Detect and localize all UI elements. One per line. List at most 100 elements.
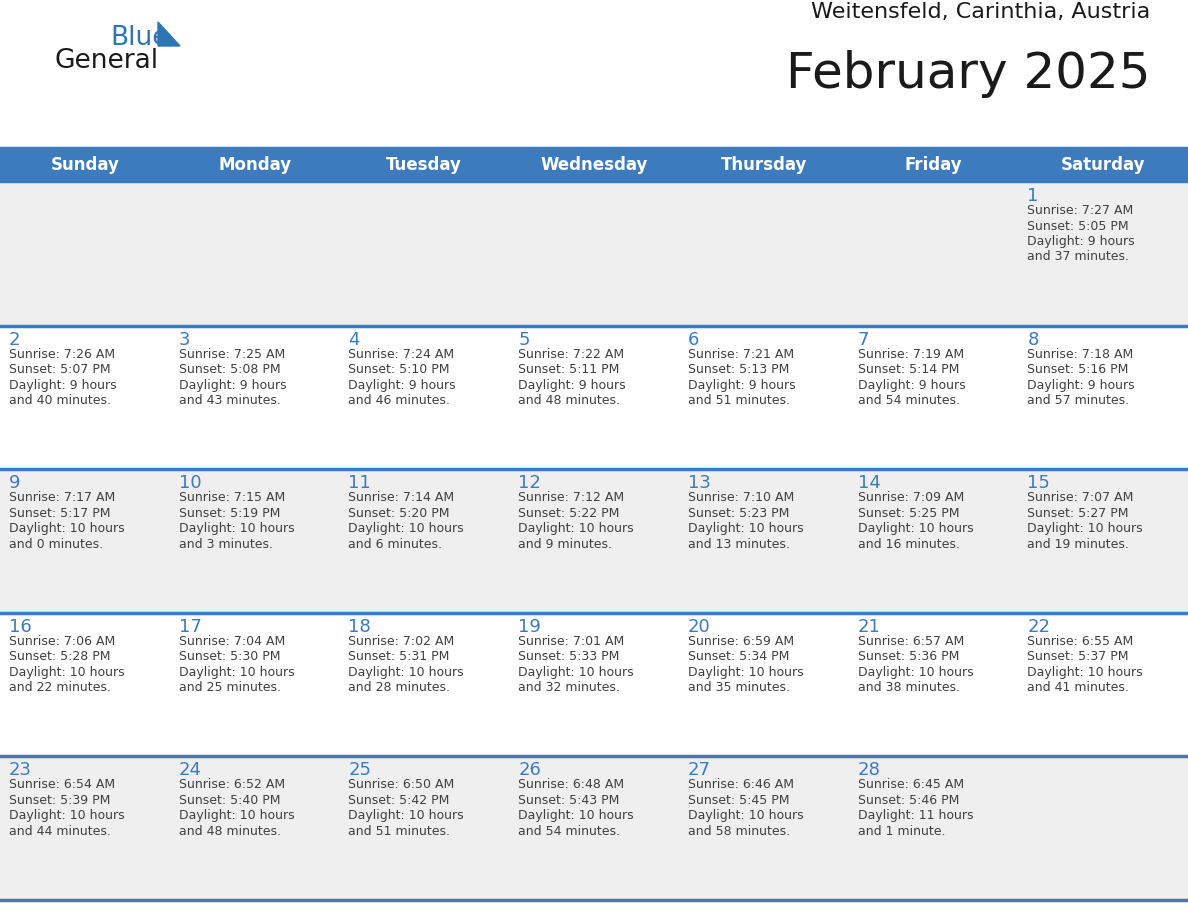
Text: and 0 minutes.: and 0 minutes.	[10, 538, 103, 551]
Text: General: General	[55, 48, 159, 74]
Text: Daylight: 10 hours: Daylight: 10 hours	[178, 522, 295, 535]
Bar	[678, 182, 848, 326]
Text: and 44 minutes.: and 44 minutes.	[10, 825, 110, 838]
Text: Sunset: 5:14 PM: Sunset: 5:14 PM	[858, 364, 959, 376]
Text: Daylight: 10 hours: Daylight: 10 hours	[1028, 666, 1143, 678]
Text: February 2025: February 2025	[785, 50, 1150, 98]
Text: Sunset: 5:22 PM: Sunset: 5:22 PM	[518, 507, 619, 520]
Text: Daylight: 9 hours: Daylight: 9 hours	[858, 378, 965, 392]
Text: 7: 7	[858, 330, 870, 349]
Text: Daylight: 10 hours: Daylight: 10 hours	[688, 666, 803, 678]
Text: Sunset: 5:13 PM: Sunset: 5:13 PM	[688, 364, 789, 376]
Text: Tuesday: Tuesday	[386, 156, 462, 174]
Text: and 19 minutes.: and 19 minutes.	[1028, 538, 1129, 551]
Text: Daylight: 10 hours: Daylight: 10 hours	[348, 522, 465, 535]
Text: 5: 5	[518, 330, 530, 349]
Text: Daylight: 9 hours: Daylight: 9 hours	[518, 378, 626, 392]
Text: 18: 18	[348, 618, 371, 636]
Text: Sunset: 5:39 PM: Sunset: 5:39 PM	[10, 794, 110, 807]
Text: Daylight: 10 hours: Daylight: 10 hours	[10, 666, 125, 678]
Text: Sunrise: 6:52 AM: Sunrise: 6:52 AM	[178, 778, 285, 791]
Text: Sunrise: 7:10 AM: Sunrise: 7:10 AM	[688, 491, 794, 504]
Text: Daylight: 10 hours: Daylight: 10 hours	[688, 522, 803, 535]
Text: 12: 12	[518, 475, 541, 492]
Text: Sunset: 5:11 PM: Sunset: 5:11 PM	[518, 364, 619, 376]
Text: 16: 16	[10, 618, 32, 636]
Text: Sunrise: 6:45 AM: Sunrise: 6:45 AM	[858, 778, 963, 791]
Bar	[678, 326, 848, 469]
Text: Sunrise: 6:57 AM: Sunrise: 6:57 AM	[858, 635, 963, 648]
Bar	[848, 469, 1018, 613]
Text: Sunrise: 7:04 AM: Sunrise: 7:04 AM	[178, 635, 285, 648]
Bar	[340, 613, 510, 756]
Text: and 40 minutes.: and 40 minutes.	[10, 394, 110, 407]
Text: 23: 23	[10, 761, 32, 779]
Text: Sunset: 5:25 PM: Sunset: 5:25 PM	[858, 507, 959, 520]
Text: and 38 minutes.: and 38 minutes.	[858, 681, 960, 694]
Bar	[678, 469, 848, 613]
Text: Sunrise: 7:19 AM: Sunrise: 7:19 AM	[858, 348, 963, 361]
Text: 3: 3	[178, 330, 190, 349]
Text: Sunrise: 7:26 AM: Sunrise: 7:26 AM	[10, 348, 115, 361]
Bar	[170, 613, 340, 756]
Text: Sunset: 5:10 PM: Sunset: 5:10 PM	[348, 364, 450, 376]
Text: Thursday: Thursday	[721, 156, 807, 174]
Text: Daylight: 9 hours: Daylight: 9 hours	[10, 378, 116, 392]
Text: and 51 minutes.: and 51 minutes.	[688, 394, 790, 407]
Text: Daylight: 9 hours: Daylight: 9 hours	[1028, 378, 1135, 392]
Text: Saturday: Saturday	[1061, 156, 1145, 174]
Text: and 37 minutes.: and 37 minutes.	[1028, 251, 1130, 263]
Text: Sunset: 5:36 PM: Sunset: 5:36 PM	[858, 650, 959, 664]
Text: Sunrise: 7:27 AM: Sunrise: 7:27 AM	[1028, 204, 1133, 217]
Text: Daylight: 10 hours: Daylight: 10 hours	[1028, 522, 1143, 535]
Text: 2: 2	[10, 330, 20, 349]
Bar	[848, 613, 1018, 756]
Polygon shape	[158, 22, 181, 46]
Text: Daylight: 9 hours: Daylight: 9 hours	[1028, 235, 1135, 248]
Bar	[0, 613, 170, 756]
Text: Sunset: 5:46 PM: Sunset: 5:46 PM	[858, 794, 959, 807]
Text: Sunrise: 7:01 AM: Sunrise: 7:01 AM	[518, 635, 625, 648]
Text: Blue: Blue	[110, 25, 169, 51]
Text: Sunrise: 7:07 AM: Sunrise: 7:07 AM	[1028, 491, 1133, 504]
Text: Sunset: 5:30 PM: Sunset: 5:30 PM	[178, 650, 280, 664]
Text: and 9 minutes.: and 9 minutes.	[518, 538, 612, 551]
Text: and 58 minutes.: and 58 minutes.	[688, 825, 790, 838]
Bar	[1018, 613, 1188, 756]
Text: Daylight: 9 hours: Daylight: 9 hours	[348, 378, 456, 392]
Bar	[1018, 469, 1188, 613]
Bar	[170, 326, 340, 469]
Text: Sunset: 5:16 PM: Sunset: 5:16 PM	[1028, 364, 1129, 376]
Text: 4: 4	[348, 330, 360, 349]
Text: 17: 17	[178, 618, 202, 636]
Text: Sunrise: 7:15 AM: Sunrise: 7:15 AM	[178, 491, 285, 504]
Text: Daylight: 10 hours: Daylight: 10 hours	[858, 666, 973, 678]
Text: Sunrise: 6:54 AM: Sunrise: 6:54 AM	[10, 778, 115, 791]
Text: Sunrise: 7:02 AM: Sunrise: 7:02 AM	[348, 635, 455, 648]
Text: and 16 minutes.: and 16 minutes.	[858, 538, 960, 551]
Text: Sunset: 5:33 PM: Sunset: 5:33 PM	[518, 650, 619, 664]
Text: Sunrise: 7:09 AM: Sunrise: 7:09 AM	[858, 491, 963, 504]
Text: Sunrise: 7:12 AM: Sunrise: 7:12 AM	[518, 491, 624, 504]
Text: and 6 minutes.: and 6 minutes.	[348, 538, 442, 551]
Text: Sunrise: 6:46 AM: Sunrise: 6:46 AM	[688, 778, 794, 791]
Text: 10: 10	[178, 475, 201, 492]
Text: Sunrise: 7:22 AM: Sunrise: 7:22 AM	[518, 348, 624, 361]
Text: and 54 minutes.: and 54 minutes.	[858, 394, 960, 407]
Bar	[0, 756, 170, 900]
Text: Friday: Friday	[904, 156, 962, 174]
Bar	[510, 326, 678, 469]
Bar	[848, 182, 1018, 326]
Text: Sunset: 5:37 PM: Sunset: 5:37 PM	[1028, 650, 1129, 664]
Text: and 22 minutes.: and 22 minutes.	[10, 681, 110, 694]
Text: Daylight: 10 hours: Daylight: 10 hours	[348, 810, 465, 823]
Text: Monday: Monday	[219, 156, 291, 174]
Text: 14: 14	[858, 475, 880, 492]
Bar	[340, 326, 510, 469]
Text: 26: 26	[518, 761, 541, 779]
Text: Sunset: 5:07 PM: Sunset: 5:07 PM	[10, 364, 110, 376]
Text: Sunset: 5:20 PM: Sunset: 5:20 PM	[348, 507, 450, 520]
Text: and 28 minutes.: and 28 minutes.	[348, 681, 450, 694]
Text: and 48 minutes.: and 48 minutes.	[518, 394, 620, 407]
Bar	[0, 469, 170, 613]
